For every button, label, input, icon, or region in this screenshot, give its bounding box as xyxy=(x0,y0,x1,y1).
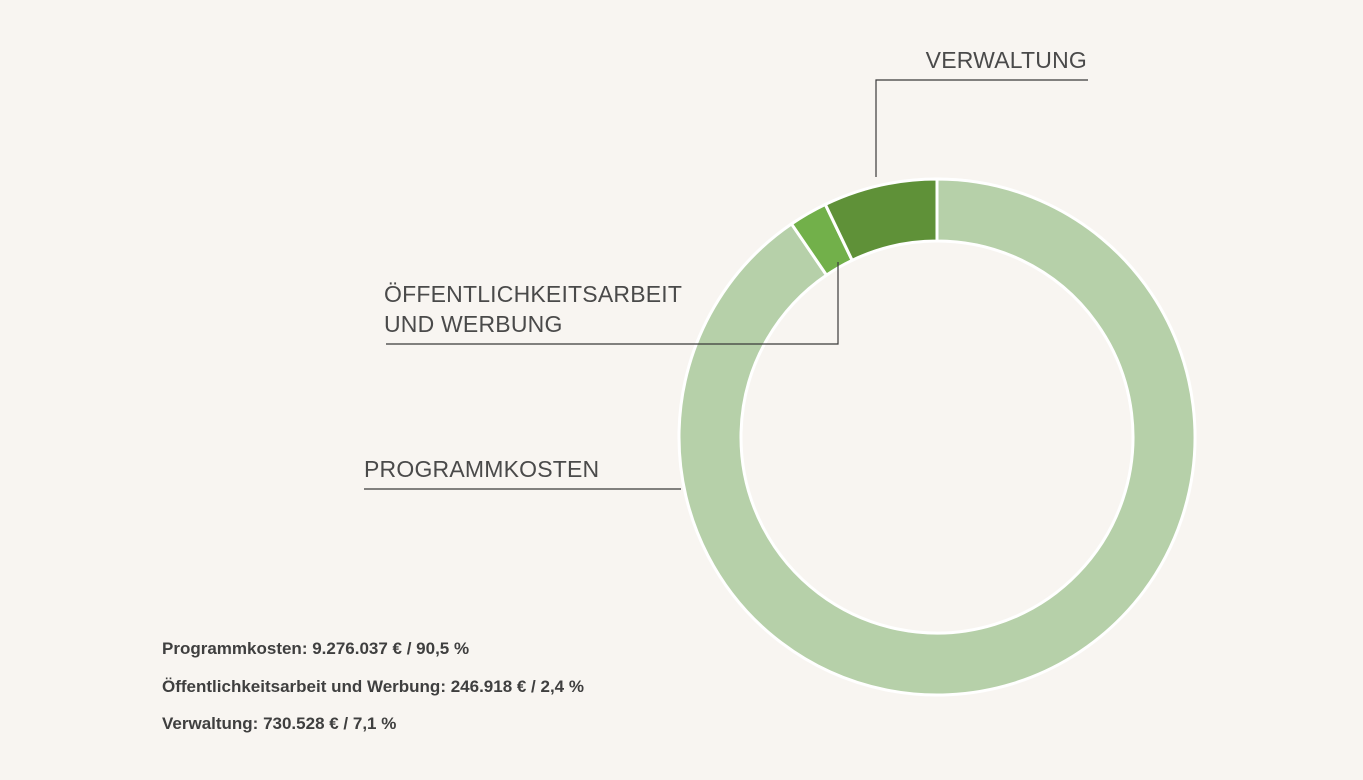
donut-slice-verwaltung xyxy=(823,177,939,263)
callout-leader-lines xyxy=(364,79,1088,490)
callout-label-oeffentlich-line-1: ÖFFENTLICHKEITSARBEIT xyxy=(384,281,683,307)
donut-slice-programmkosten xyxy=(677,177,1197,697)
callout-label-oeffentlichkeitsarbeit: ÖFFENTLICHKEITSARBEIT UND WERBUNG xyxy=(384,279,682,339)
summary-list: Programmkosten: 9.276.037 € / 90,5 % Öff… xyxy=(162,635,584,748)
leader-line-oeffentlich xyxy=(386,262,839,345)
callout-label-programmkosten: PROGRAMMKOSTEN xyxy=(364,456,600,482)
donut-slices xyxy=(677,177,1197,697)
callout-label-verwaltung: VERWALTUNG xyxy=(925,47,1087,73)
summary-programmkosten: Programmkosten: 9.276.037 € / 90,5 % xyxy=(162,639,470,658)
callout-label-oeffentlich-line-2: UND WERBUNG xyxy=(384,311,563,337)
summary-verwaltung: Verwaltung: 730.528 € / 7,1 % xyxy=(162,714,397,733)
summary-oeffentlichkeitsarbeit: Öffentlichkeitsarbeit und Werbung: 246.9… xyxy=(162,676,584,696)
leader-line-verwaltung xyxy=(875,79,1088,177)
